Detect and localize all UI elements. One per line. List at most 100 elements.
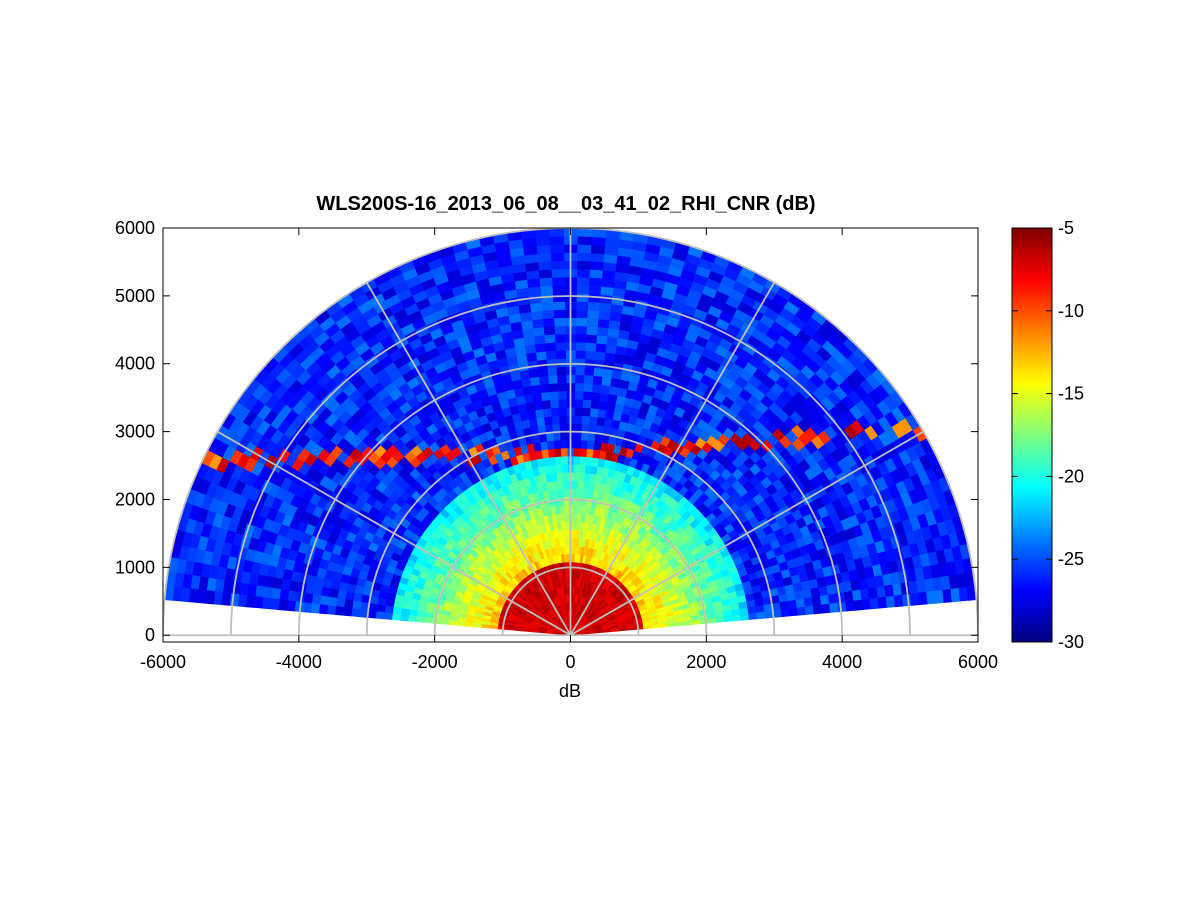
heat-cell [526, 360, 539, 371]
heat-cell [550, 415, 560, 425]
y-tick-label: 0 [145, 625, 155, 645]
heat-cell [572, 472, 580, 482]
heat-cell [893, 594, 904, 608]
heat-cell [573, 455, 581, 465]
heat-cell [853, 599, 864, 611]
heat-cell [553, 447, 562, 458]
heat-cell [829, 602, 839, 613]
heat-cell [597, 310, 611, 321]
heat-cell [529, 376, 541, 387]
heat-cell [556, 366, 567, 376]
heat-cell [586, 309, 600, 320]
heat-cell [550, 260, 565, 270]
heat-cell [391, 613, 401, 621]
heat-cell [559, 431, 568, 441]
heat-cell [600, 376, 612, 387]
heat-cell [343, 599, 354, 609]
heat-cell [535, 350, 547, 361]
heat-cell [788, 607, 799, 617]
heat-cell [245, 595, 256, 608]
heat-cell [909, 592, 920, 606]
heat-cell [448, 619, 458, 626]
colorbar [1011, 227, 1053, 643]
heat-cell [554, 341, 566, 351]
heat-cell [571, 520, 577, 530]
heat-cell [553, 325, 566, 335]
y-tick-label: 4000 [115, 354, 155, 374]
colorbar-tick-label: -20 [1058, 466, 1084, 486]
heat-cell [592, 440, 602, 451]
heat-cell [574, 358, 586, 368]
heat-cell [541, 399, 551, 410]
heat-cell [588, 285, 602, 295]
heat-cell [861, 598, 872, 611]
x-tick-label: 0 [565, 652, 575, 672]
heat-cell [576, 512, 582, 522]
heat-cell [555, 472, 563, 482]
heat-cell [575, 341, 587, 351]
heat-cell [550, 252, 565, 262]
heat-cell [576, 496, 583, 506]
heat-cell [580, 431, 589, 441]
heat-cell [585, 342, 597, 352]
heat-cell [589, 260, 604, 271]
heat-cell [576, 276, 590, 286]
heat-cell [237, 594, 248, 608]
heat-cell [572, 504, 578, 514]
heat-cell [592, 367, 604, 377]
heat-cell [555, 358, 567, 368]
heat-cell [780, 608, 791, 618]
x-tick-label: 6000 [958, 652, 998, 672]
heat-cell [585, 456, 593, 466]
heat-cell [576, 284, 590, 294]
heat-cell [586, 440, 595, 450]
heat-cell [796, 606, 807, 616]
heat-cell [375, 611, 385, 620]
heat-cell [545, 358, 557, 368]
heat-cell [350, 608, 361, 618]
heat-cell [574, 374, 585, 384]
heat-cell [269, 598, 280, 611]
heat-cell [579, 447, 588, 458]
heat-cell [795, 597, 806, 608]
heat-cell [342, 607, 353, 617]
heat-cell [536, 359, 548, 369]
heat-cell [576, 235, 592, 246]
heat-cell [587, 293, 601, 303]
y-tick-label: 1000 [115, 557, 155, 577]
heat-cell [576, 252, 591, 262]
heat-cell [583, 472, 591, 482]
heat-cell [573, 423, 582, 433]
heat-cell [562, 488, 569, 498]
heat-cell [595, 334, 608, 345]
heat-cell [585, 333, 598, 344]
heat-cell [572, 488, 579, 498]
heat-cell [591, 383, 602, 394]
heat-cell [885, 595, 896, 608]
heat-cell [574, 349, 586, 360]
heat-cell [577, 480, 585, 490]
heat-cell [285, 600, 296, 612]
heat-cell [589, 252, 605, 263]
heat-cell [577, 488, 584, 498]
heat-cell [558, 415, 568, 425]
heat-cell [561, 463, 569, 473]
heat-cell [540, 293, 554, 303]
heat-cell [558, 406, 568, 416]
heat-cell [869, 597, 880, 610]
heat-cell [555, 464, 563, 474]
heat-cell [376, 604, 386, 613]
y-tick-label: 6000 [115, 218, 155, 238]
heat-cell [543, 415, 553, 426]
cnr-heatmap [164, 228, 977, 636]
heat-cell [480, 623, 490, 629]
heat-cell [583, 374, 594, 385]
heat-cell [543, 333, 556, 344]
heat-cell [588, 277, 603, 287]
heat-cell [578, 464, 586, 474]
heat-cell [572, 480, 579, 490]
heat-cell [552, 431, 561, 441]
heat-cell [588, 415, 598, 426]
heat-cell [581, 415, 591, 425]
heat-cell [472, 622, 482, 628]
